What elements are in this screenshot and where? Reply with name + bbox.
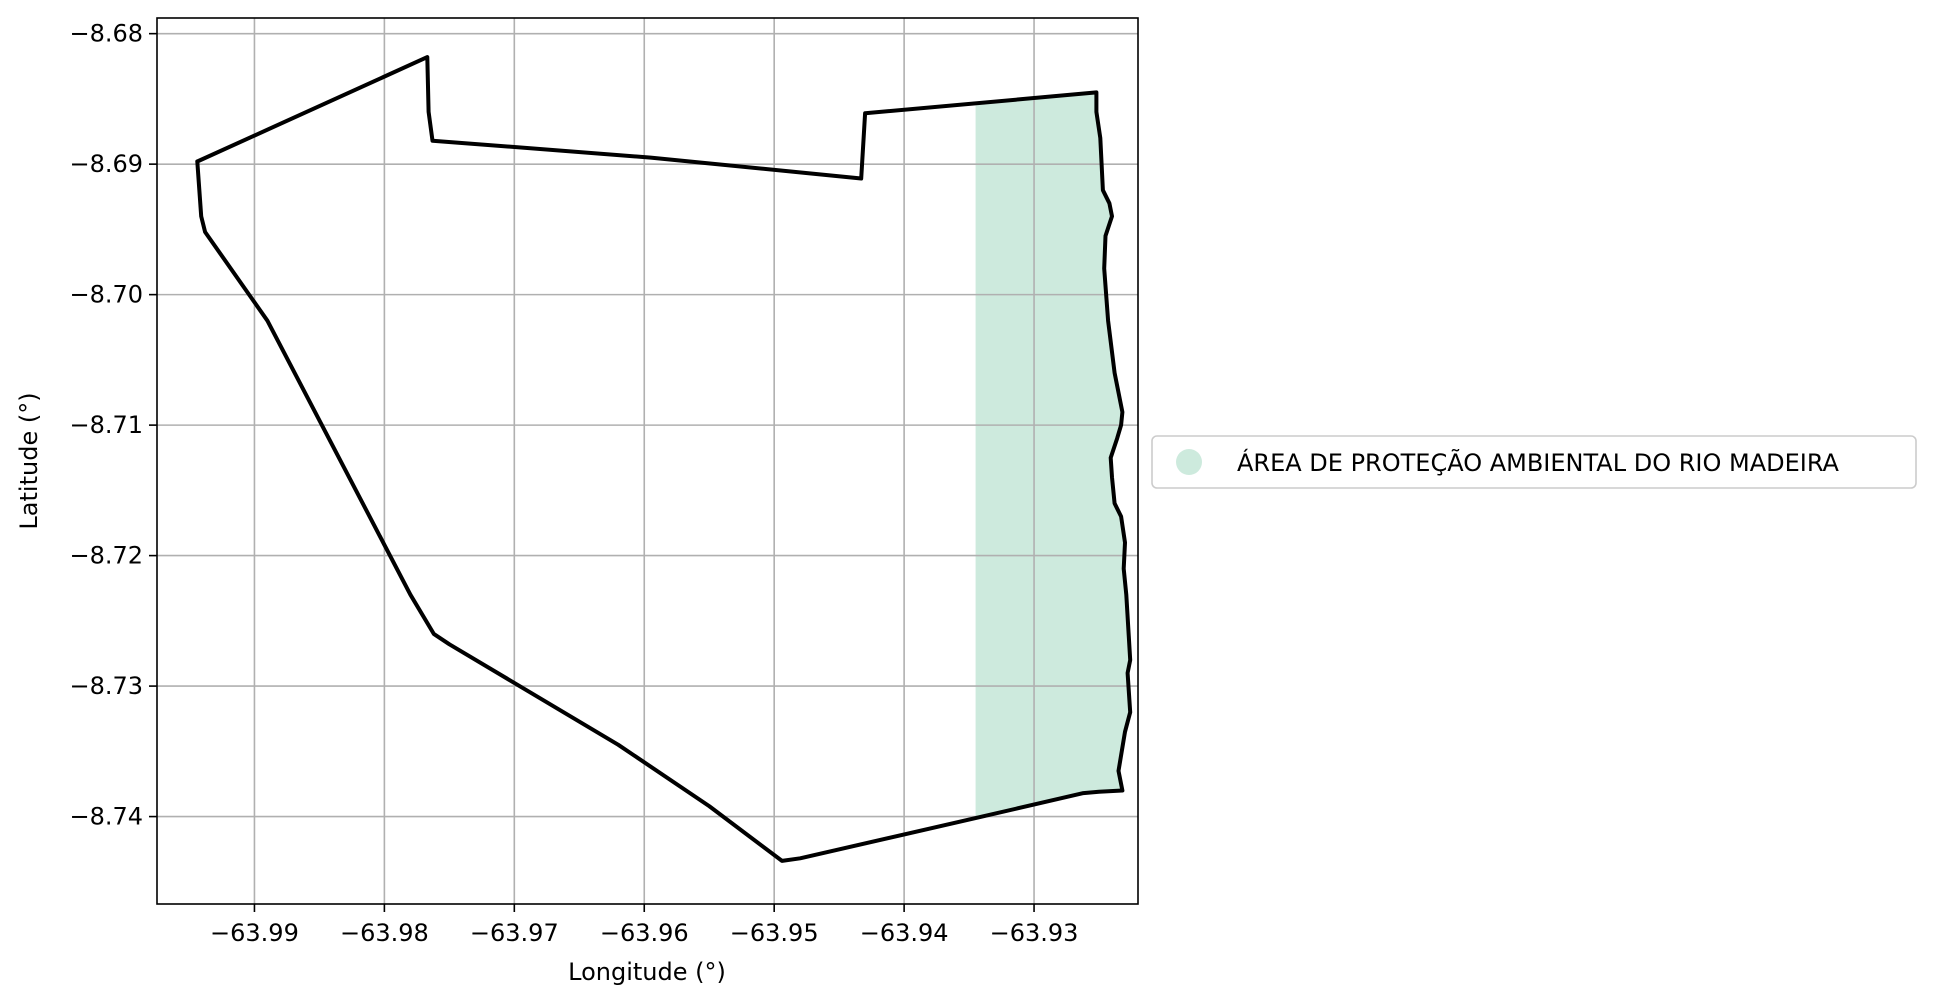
- y-axis-ticks: −8.68 −8.69 −8.70 −8.71 −8.72 −8.73 −8.74: [69, 20, 157, 831]
- y-tick-label: −8.68: [69, 20, 143, 48]
- protected-area-layer: [975, 92, 1131, 817]
- legend-frame: [1151, 435, 1917, 489]
- x-axis-ticks: −63.99 −63.98 −63.97 −63.96 −63.95 −63.94 −63.…: [210, 904, 1078, 947]
- y-tick-label: −8.71: [69, 411, 143, 439]
- x-tick-label: −63.94: [860, 919, 949, 947]
- x-tick-label: −63.99: [210, 919, 299, 947]
- legend-label: ÁREA DE PROTEÇÃO AMBIENTAL DO RIO MADEIR…: [1237, 447, 1840, 477]
- plot-area: −63.99 −63.98 −63.97 −63.96 −63.95 −63.94 −63.…: [69, 17, 1139, 947]
- y-tick-label: −8.73: [69, 672, 143, 700]
- boundary-layer: [195, 55, 1133, 863]
- municipality-boundary: [195, 55, 1133, 863]
- y-tick-label: −8.70: [69, 281, 143, 309]
- x-tick-label: −63.95: [730, 919, 819, 947]
- x-tick-label: −63.96: [600, 919, 689, 947]
- x-tick-label: −63.97: [470, 919, 559, 947]
- legend: ÁREA DE PROTEÇÃO AMBIENTAL DO RIO MADEIR…: [1151, 435, 1917, 489]
- legend-marker: [1176, 449, 1202, 475]
- y-axis-label: Latitude (°): [15, 392, 43, 529]
- x-axis-label: Longitude (°): [568, 958, 726, 986]
- grid-lines: [157, 18, 1138, 904]
- y-tick-label: −8.69: [69, 150, 143, 178]
- axes-frame: [156, 17, 1139, 905]
- y-tick-label: −8.72: [69, 542, 143, 570]
- x-tick-label: −63.93: [990, 919, 1079, 947]
- x-tick-label: −63.98: [340, 919, 429, 947]
- protected-area-polygon: [975, 92, 1131, 817]
- y-tick-label: −8.74: [69, 803, 143, 831]
